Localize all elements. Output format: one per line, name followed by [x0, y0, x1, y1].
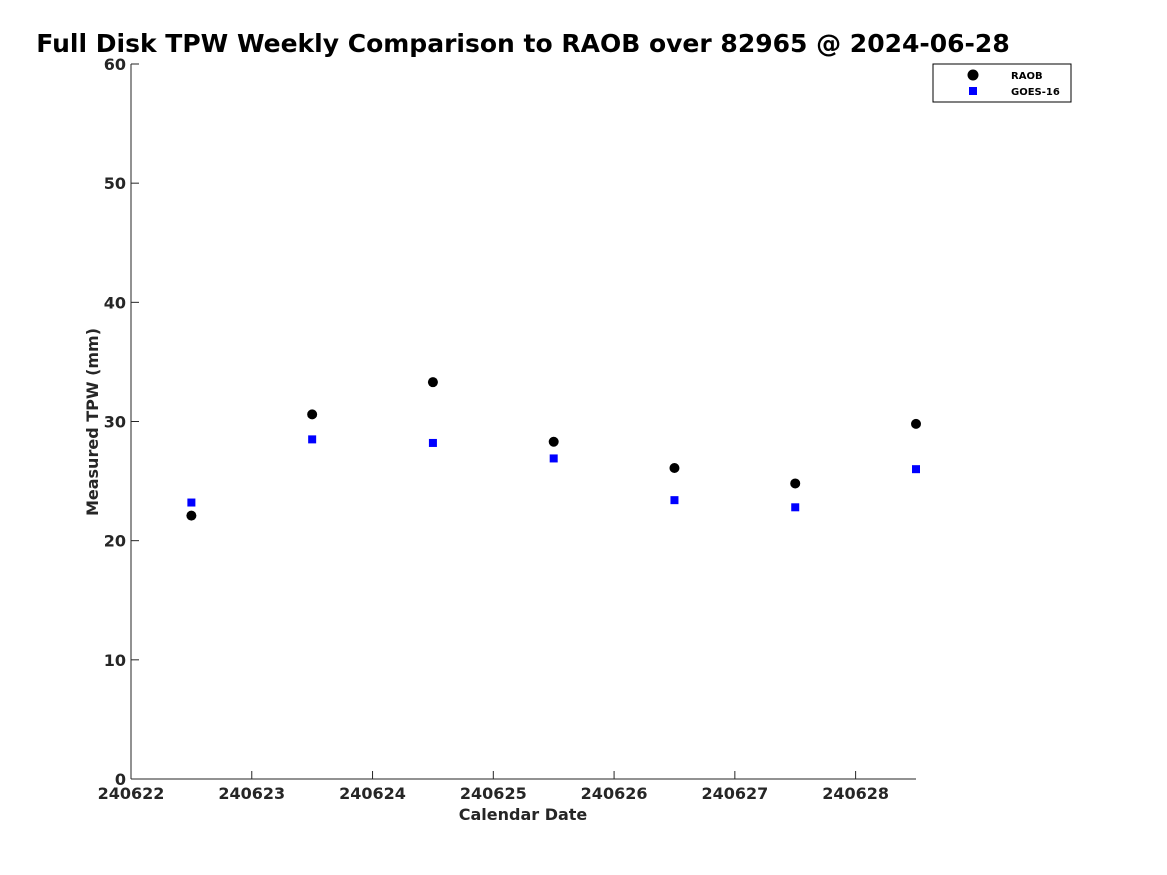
goes-16-point [308, 435, 317, 444]
raob-point [307, 409, 318, 420]
y-tick-label: 60 [104, 55, 126, 74]
data-points [186, 377, 921, 521]
legend-goes-16-label: GOES-16 [1011, 87, 1060, 98]
goes-16-point [912, 465, 920, 474]
raob-point [669, 462, 680, 473]
legend-goes-16-marker [969, 87, 977, 95]
y-tick-label: 40 [104, 293, 126, 312]
raob-point [186, 510, 197, 521]
x-tick-label: 240622 [98, 784, 165, 803]
legend-raob-label: RAOB [1011, 71, 1043, 82]
y-axis-ticks: 0 10 20 30 40 50 60 [104, 55, 139, 789]
goes-16-point [187, 498, 196, 507]
goes-16-point [428, 438, 437, 447]
plot-axes [130, 64, 916, 780]
goes-16-point [549, 454, 558, 463]
x-axis-ticks: 240622 240623 240624 240625 240626 240627 2406… [98, 771, 889, 803]
raob-point [548, 436, 559, 447]
raob-point [427, 377, 438, 388]
legend-box [932, 63, 1072, 103]
x-tick-label: 240627 [701, 784, 768, 803]
y-tick-label: 10 [104, 651, 126, 670]
x-tick-label: 240625 [460, 784, 527, 803]
legend: RAOB GOES-16 [932, 63, 1072, 103]
y-tick-label: 30 [104, 413, 126, 432]
y-tick-label: 20 [104, 532, 126, 551]
goes-16-point [791, 503, 800, 512]
x-tick-label: 240628 [822, 784, 889, 803]
legend-raob-marker [967, 69, 979, 81]
chart-title: Full Disk TPW Weekly Comparison to RAOB … [36, 29, 1009, 58]
y-axis-label: Measured TPW (mm) [83, 328, 102, 516]
raob-point [911, 418, 921, 429]
x-tick-label: 240624 [339, 784, 406, 803]
y-tick-label: 50 [104, 174, 126, 193]
y-tick-label: 0 [115, 770, 126, 789]
x-axis-label: Calendar Date [459, 805, 588, 824]
x-tick-label: 240626 [581, 784, 648, 803]
x-tick-label: 240623 [218, 784, 285, 803]
goes-16-point [670, 496, 679, 505]
raob-point [790, 478, 801, 489]
